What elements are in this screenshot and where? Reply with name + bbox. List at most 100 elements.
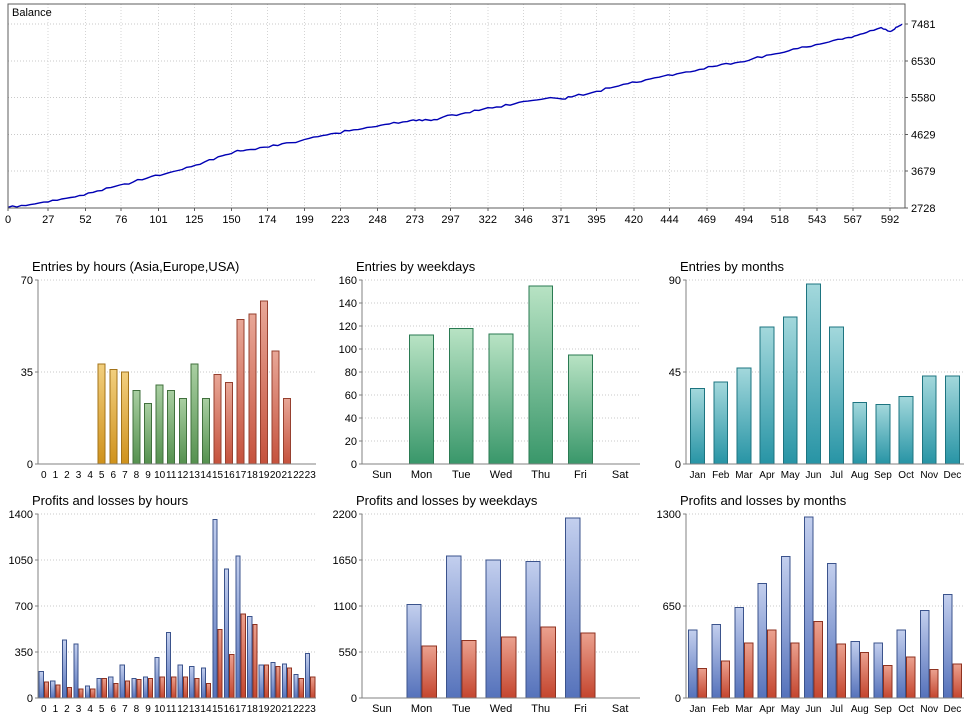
svg-text:10: 10 (154, 470, 166, 481)
svg-text:9: 9 (145, 704, 151, 715)
svg-text:Thu: Thu (531, 469, 550, 481)
svg-text:17: 17 (235, 704, 247, 715)
svg-text:199: 199 (295, 214, 313, 226)
svg-text:23: 23 (305, 704, 317, 715)
svg-text:Fri: Fri (574, 703, 587, 715)
chart-title: Entries by weekdays (356, 259, 476, 274)
svg-text:1050: 1050 (9, 555, 33, 567)
svg-text:Oct: Oct (898, 704, 914, 715)
svg-text:Mar: Mar (735, 704, 753, 715)
svg-text:35: 35 (21, 367, 33, 379)
svg-text:Thu: Thu (531, 703, 550, 715)
svg-text:650: 650 (663, 601, 681, 613)
svg-text:Sat: Sat (612, 703, 629, 715)
entries-by-hours-block: Entries by hours (Asia,Europe,USA) 0 35 70… (0, 258, 324, 486)
svg-text:76: 76 (115, 214, 127, 226)
svg-text:Sun: Sun (372, 703, 392, 715)
svg-text:5: 5 (99, 470, 105, 481)
svg-text:1: 1 (53, 704, 59, 715)
svg-text:Mar: Mar (735, 470, 753, 481)
svg-text:60: 60 (345, 390, 357, 402)
chart-title: Entries by months (680, 259, 785, 274)
svg-text:90: 90 (669, 276, 681, 287)
svg-text:Balance: Balance (12, 7, 52, 19)
svg-text:350: 350 (15, 647, 33, 659)
svg-text:18: 18 (247, 704, 259, 715)
svg-text:Nov: Nov (920, 704, 938, 715)
pl-by-hours-block: Profits and losses by hours 0 350 700 1050 1… (0, 492, 324, 720)
svg-text:9: 9 (145, 470, 151, 481)
svg-text:Oct: Oct (898, 470, 914, 481)
svg-text:150: 150 (222, 214, 240, 226)
svg-text:Aug: Aug (851, 704, 869, 715)
svg-text:3: 3 (76, 704, 82, 715)
svg-text:Apr: Apr (759, 470, 775, 481)
svg-text:273: 273 (406, 214, 424, 226)
svg-text:5: 5 (99, 704, 105, 715)
svg-text:Dec: Dec (944, 704, 962, 715)
svg-text:420: 420 (625, 214, 643, 226)
svg-text:4: 4 (87, 470, 93, 481)
svg-text:Wed: Wed (490, 469, 512, 481)
entries-by-months-block: Entries by months 0 45 90 Jan Feb Mar Apr May Ju… (648, 258, 972, 486)
svg-text:22: 22 (293, 470, 305, 481)
svg-text:223: 223 (331, 214, 349, 226)
svg-text:13: 13 (189, 704, 201, 715)
svg-text:4629: 4629 (911, 129, 935, 141)
svg-text:May: May (781, 704, 800, 715)
pl-by-hours-chart: 0 350 700 1050 1400 0 1 2 3 4 5 6 7 8 9 10 11 12 13 14 15 16 1… (0, 509, 324, 720)
svg-text:20: 20 (270, 470, 282, 481)
svg-text:19: 19 (258, 470, 270, 481)
svg-text:22: 22 (293, 704, 305, 715)
svg-text:70: 70 (21, 276, 33, 287)
svg-text:Mon: Mon (411, 703, 432, 715)
entries-by-months-chart: 0 45 90 Jan Feb Mar Apr May Jun Jul Aug Sep Oct Nov De… (648, 275, 972, 486)
svg-text:248: 248 (368, 214, 386, 226)
svg-text:2: 2 (64, 704, 70, 715)
svg-text:Jul: Jul (830, 704, 843, 715)
pl-by-months-block: Profits and losses by months 0 650 1300 Jan… (648, 492, 972, 720)
svg-text:8: 8 (134, 470, 140, 481)
svg-text:444: 444 (660, 214, 678, 226)
svg-text:12: 12 (177, 470, 189, 481)
pl-by-weekdays-chart: 0 550 1100 1650 2200 Sun Mon Tue Wed Thu Fri Sat (324, 509, 648, 720)
svg-text:Sat: Sat (612, 469, 629, 481)
svg-text:21: 21 (281, 704, 293, 715)
svg-text:Jan: Jan (690, 704, 706, 715)
svg-text:19: 19 (258, 704, 270, 715)
svg-text:125: 125 (185, 214, 203, 226)
svg-text:Fri: Fri (574, 469, 587, 481)
svg-text:23: 23 (305, 470, 317, 481)
svg-text:297: 297 (441, 214, 459, 226)
svg-text:15: 15 (212, 704, 224, 715)
entries-by-weekdays-block: Entries by weekdays 0 20 40 60 80 100 120 140 16… (324, 258, 648, 486)
svg-text:6: 6 (111, 704, 117, 715)
svg-text:45: 45 (669, 367, 681, 379)
svg-text:Sun: Sun (372, 469, 392, 481)
entries-by-weekdays-chart: 0 20 40 60 80 100 120 140 160 Sun Mon Tue Wed Thu Fri S… (324, 275, 648, 486)
svg-text:120: 120 (339, 321, 357, 333)
svg-text:1400: 1400 (9, 510, 33, 521)
svg-text:1300: 1300 (657, 510, 681, 521)
profit-loss-charts-row: Profits and losses by hours 0 350 700 1050 1… (0, 492, 972, 720)
svg-text:Jul: Jul (830, 470, 843, 481)
svg-text:21: 21 (281, 470, 293, 481)
svg-text:0: 0 (27, 693, 33, 705)
svg-text:322: 322 (479, 214, 497, 226)
svg-text:8: 8 (134, 704, 140, 715)
svg-text:700: 700 (15, 601, 33, 613)
svg-text:Mon: Mon (411, 469, 432, 481)
svg-text:1100: 1100 (333, 601, 357, 613)
chart-title: Profits and losses by months (680, 493, 847, 508)
svg-text:0: 0 (675, 693, 681, 705)
svg-text:Sep: Sep (874, 470, 892, 481)
svg-text:52: 52 (79, 214, 91, 226)
svg-text:16: 16 (224, 704, 236, 715)
svg-text:101: 101 (149, 214, 167, 226)
svg-text:2728: 2728 (911, 203, 935, 215)
svg-text:14: 14 (200, 704, 212, 715)
svg-text:Nov: Nov (920, 470, 938, 481)
svg-text:80: 80 (345, 367, 357, 379)
svg-text:0: 0 (675, 459, 681, 471)
svg-text:Aug: Aug (851, 470, 869, 481)
